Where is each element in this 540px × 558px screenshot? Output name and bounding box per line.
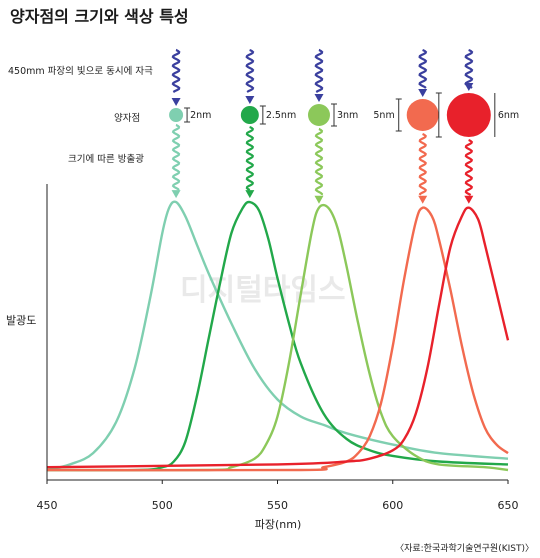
emission-wave-5 [464,138,474,196]
quantum-dot-4 [406,99,439,131]
excitation-wave-3 [314,48,324,93]
excitation-arrow-3 [314,94,324,102]
x-tick-label: 600 [382,499,403,512]
excitation-arrow-5 [464,83,474,91]
source-note: 〈자료:한국과학기술연구원(KIST)〉 [395,543,534,554]
size-label-5: 6nm [498,110,519,121]
x-tick-label: 550 [267,499,288,512]
series-line-1 [46,200,509,472]
watermark-text: 디지털타임스 [180,273,346,308]
x-axis-title: 파장(nm) [255,518,302,531]
quantum-dot-3 [307,104,330,126]
emission-label: 크기에 따른 방출광 [68,153,144,165]
series-line-2 [46,200,509,472]
x-tick-label: 500 [152,499,173,512]
series-line-4 [46,206,509,472]
quantum-dot-5 [446,93,491,137]
quantum-dot-1 [169,108,184,122]
emission-wave-2 [245,125,255,191]
excitation-arrow-2 [245,96,255,104]
size-label-2: 2.5nm [266,110,296,121]
size-label-3: 3nm [337,110,358,121]
x-tick-label: 450 [37,499,58,512]
emission-arrow-4 [418,195,428,204]
series-layer: 2nm 2.5nm 3nm 5nm 6nm [46,48,519,472]
series-line-5 [46,206,510,469]
excitation-wave-4 [418,48,428,89]
quantum-dot-2 [240,106,259,124]
excitation-wave-1 [171,48,181,93]
excitation-arrow-1 [171,98,181,106]
excitation-arrow-4 [418,89,428,97]
emission-arrow-5 [464,195,474,204]
excitation-wave-2 [245,48,255,93]
size-label-1: 2nm [190,110,211,121]
emission-wave-3 [314,127,324,196]
emission-wave-4 [418,132,428,196]
emission-arrow-1 [171,190,181,199]
emission-arrow-3 [314,195,324,204]
size-label-4: 5nm [373,110,394,121]
excitation-annotation: 450mm 파장의 빛으로 동시에 자극 [8,66,153,77]
emission-wave-1 [171,123,181,191]
y-axis-title: 발광도 [6,314,36,327]
emission-arrow-2 [245,190,255,199]
axis-layer: 450 500 550 600 650 [37,184,519,512]
series-line-3 [46,203,509,472]
dot-label: 양자점 [114,112,140,124]
excitation-wave-5 [464,48,474,89]
chart-title: 양자점의 크기와 색상 특성 [10,7,189,26]
x-tick-label: 650 [498,499,519,512]
